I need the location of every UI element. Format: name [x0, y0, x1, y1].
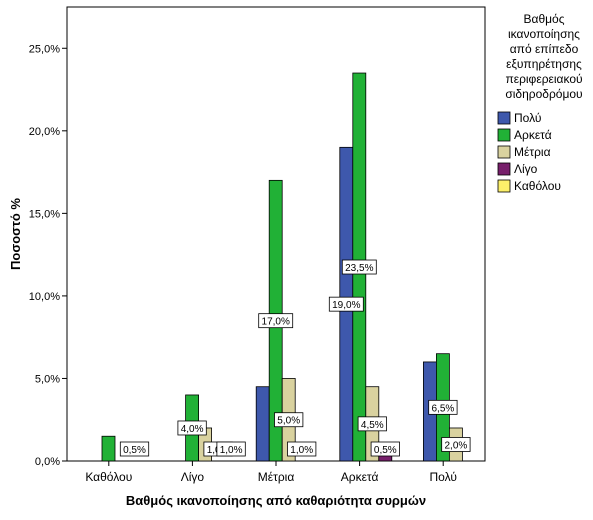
x-tick-label: Μέτρια [258, 470, 295, 484]
x-tick-label: Καθόλου [85, 470, 132, 484]
legend-item: Αρκετά [497, 128, 552, 142]
svg-text:5,0%: 5,0% [277, 416, 300, 427]
svg-text:1,0%: 1,0% [220, 445, 243, 456]
svg-text:17,0%: 17,0% [262, 317, 290, 328]
legend-swatch [497, 179, 511, 193]
legend-title-line: σιδηροδρόμου [505, 87, 582, 101]
svg-text:0,5%: 0,5% [374, 445, 397, 456]
legend-swatch [497, 111, 511, 125]
legend-label: Λίγο [514, 162, 538, 176]
y-tick-label: 0,0% [35, 456, 60, 468]
legend-swatch [497, 162, 511, 176]
legend-item: Λίγο [497, 162, 538, 176]
data-label: 4,0% [177, 420, 207, 436]
data-label: 0,5% [370, 441, 400, 457]
x-axis-title: Βαθμός ικανοποίησης από καθαριότητα συρμ… [126, 493, 426, 508]
svg-text:2,0%: 2,0% [445, 440, 468, 451]
y-axis-ticks: 0,0% 5,0% 10,0% 15,0% 20,0% 25,0% [29, 43, 67, 468]
legend-title-line: Βαθμός [524, 12, 565, 26]
data-label: 23,5% [341, 259, 377, 275]
data-label: 2,0% [441, 437, 471, 452]
legend-item: Καθόλου [497, 179, 561, 193]
legend-title-line: από επίπεδο [510, 42, 579, 56]
data-label: 17,0% [258, 313, 294, 329]
data-label: 1,0% [287, 441, 317, 457]
data-label: 4,5% [357, 416, 387, 432]
legend-item: Μέτρια [497, 145, 551, 159]
y-tick-label: 20,0% [29, 126, 60, 138]
y-tick-label: 5,0% [35, 373, 60, 385]
data-label: 1,0% [216, 441, 246, 457]
svg-text:19,0%: 19,0% [332, 300, 360, 311]
svg-text:0,5%: 0,5% [123, 445, 146, 456]
svg-text:6,5%: 6,5% [432, 403, 455, 414]
x-axis-categories: Καθόλου Λίγο Μέτρια Αρκετά Πολύ [85, 461, 457, 484]
y-tick-label: 25,0% [29, 43, 60, 55]
data-label: 0,5% [119, 441, 150, 457]
x-tick-label: Λίγο [181, 470, 205, 484]
data-label: 5,0% [274, 412, 304, 428]
legend-label: Μέτρια [514, 145, 551, 159]
y-tick-label: 15,0% [29, 208, 60, 220]
bar [255, 386, 270, 462]
svg-text:1,0%: 1,0% [290, 445, 313, 456]
svg-text:4,0%: 4,0% [181, 424, 204, 435]
y-tick-label: 10,0% [29, 291, 60, 303]
legend-label: Αρκετά [514, 128, 552, 142]
legend-swatch [497, 145, 511, 159]
bar [101, 435, 116, 462]
x-tick-label: Αρκετά [341, 470, 379, 484]
legend-title-line: περιφερειακού [505, 72, 582, 86]
legend-label: Πολύ [514, 111, 541, 125]
x-tick-label: Πολύ [430, 470, 457, 484]
legend-swatch [497, 128, 511, 142]
legend-label: Καθόλου [514, 179, 561, 193]
legend-title-line: εξυπηρέτησης [506, 57, 582, 71]
data-label: 19,0% [328, 296, 364, 312]
data-label: 6,5% [428, 399, 458, 415]
data-labels: 19,0% 4,0% 17,0% 23,5% 6,5% 5,0% 4,5% 2,0% 0,5% 1… [119, 259, 471, 457]
legend-item: Πολύ [497, 111, 541, 125]
svg-text:23,5%: 23,5% [345, 263, 373, 274]
legend-title-line: ικανοποίησης [508, 27, 580, 41]
y-axis-title: Ποσοστό % [8, 198, 23, 270]
svg-text:4,5%: 4,5% [361, 420, 384, 431]
